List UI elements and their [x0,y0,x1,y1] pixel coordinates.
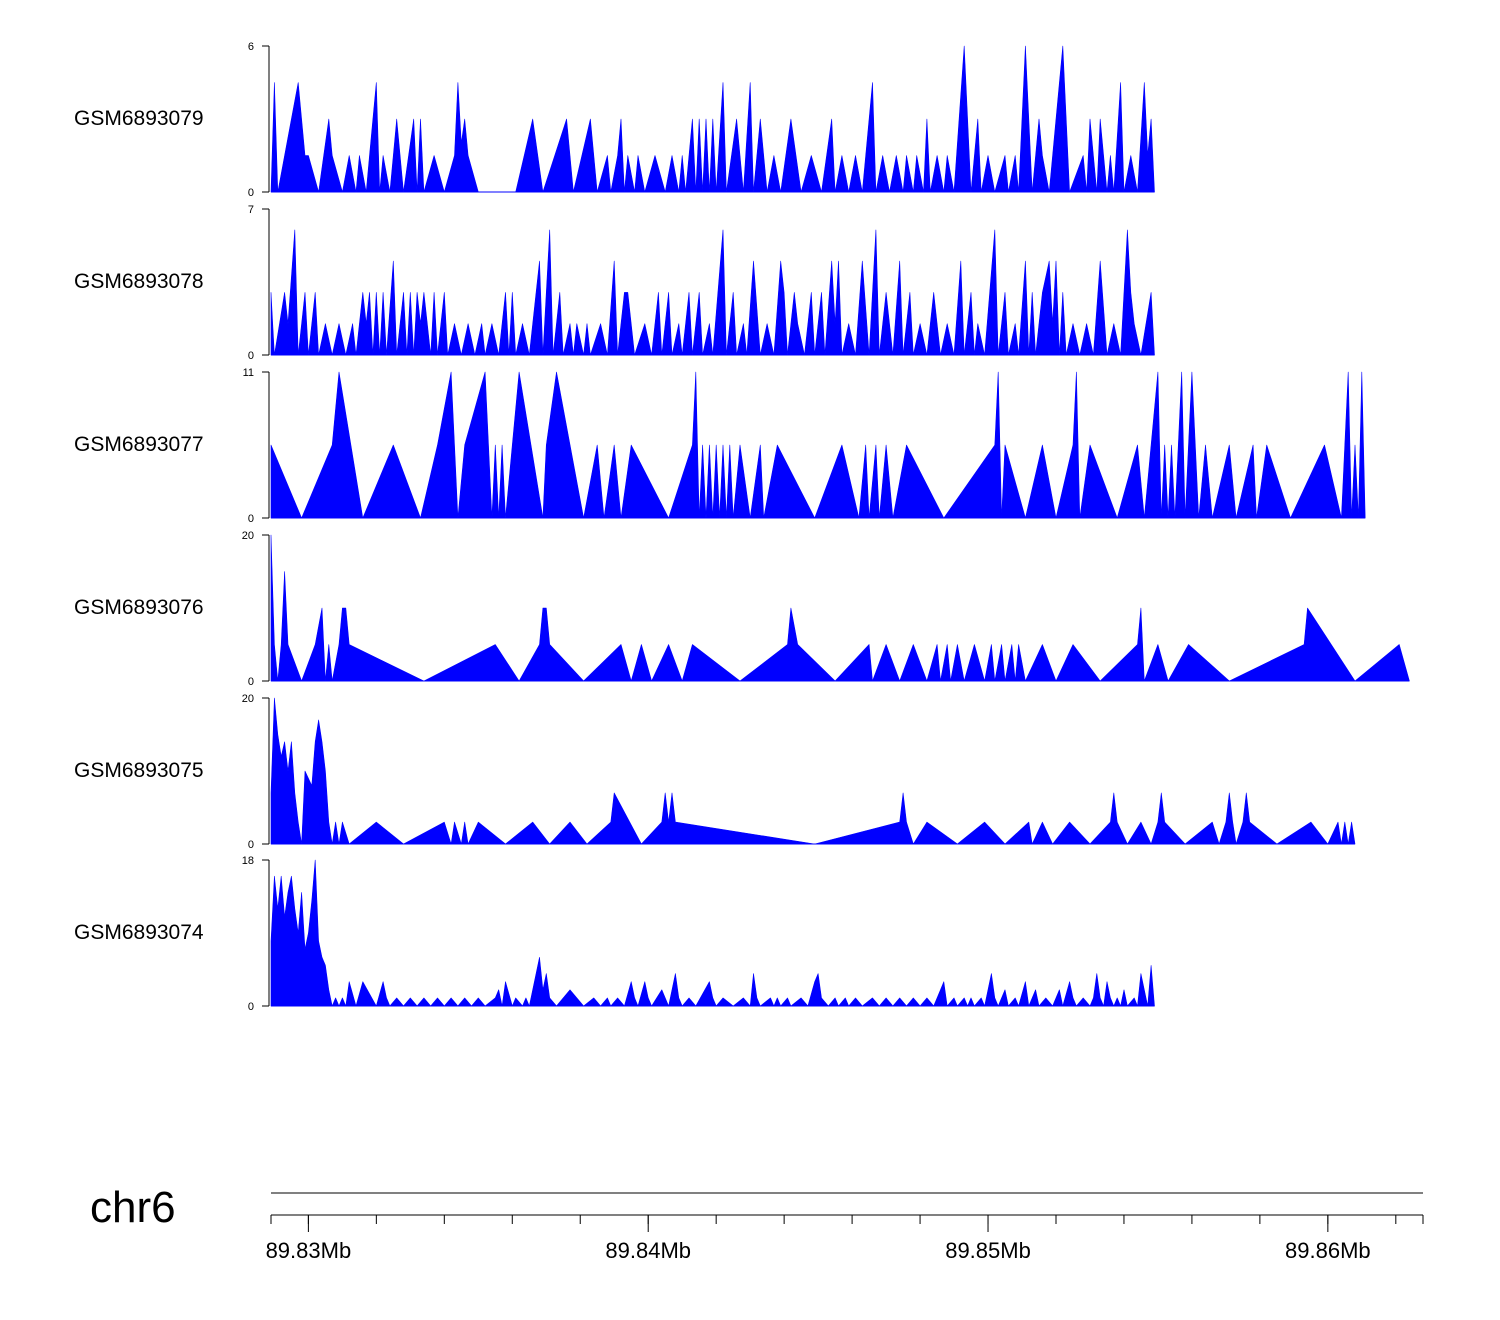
track-GSM6893077: GSM6893077 11 0 [74,367,1366,525]
y-tick-label-zero: 0 [248,513,254,525]
x-tick-label: 89.83Mb [266,1238,352,1263]
coverage-area [270,229,1155,356]
track-GSM6893076: GSM6893076 20 0 [74,530,1410,688]
chromosome-label: chr6 [90,1183,176,1232]
y-tick-label-max: 11 [243,367,254,379]
track-GSM6893074: GSM6893074 18 0 [74,855,1155,1013]
y-tick-label-max: 7 [248,204,254,216]
y-tick-label-max: 6 [248,41,254,53]
track-GSM6893078: GSM6893078 7 0 [74,204,1155,362]
track-label: GSM6893076 [74,596,204,619]
coverage-area [270,534,1410,682]
x-tick-label: 89.84Mb [605,1238,691,1263]
x-tick-label: 89.86Mb [1285,1238,1371,1263]
genome-axis: chr6 89.83Mb 89.84Mb 89.85Mb 89.86Mb [90,1183,1424,1263]
y-tick-label-max: 18 [242,855,254,867]
track-label: GSM6893078 [74,270,204,293]
x-tick-label: 89.85Mb [945,1238,1031,1263]
y-tick-label-zero: 0 [248,350,254,362]
track-label: GSM6893075 [74,759,204,782]
track-GSM6893079: GSM6893079 6 0 [74,41,1155,199]
coverage-area [270,697,1356,845]
track-label: GSM6893074 [74,921,204,944]
y-tick-label-zero: 0 [248,1001,254,1013]
y-tick-label-zero: 0 [248,839,254,851]
y-tick-label-zero: 0 [248,187,254,199]
y-tick-label-max: 20 [242,693,254,705]
track-label: GSM6893077 [74,433,204,456]
track-label: GSM6893079 [74,107,204,130]
tracks-layer: GSM689307960GSM689307870GSM6893077110GSM… [74,41,1410,1013]
coverage-area [270,859,1155,1007]
track-GSM6893075: GSM6893075 20 0 [74,693,1356,851]
y-tick-label-zero: 0 [248,676,254,688]
x-ticks: 89.83Mb 89.84Mb 89.85Mb 89.86Mb [266,1215,1424,1263]
y-tick-label-max: 20 [242,530,254,542]
coverage-area [270,45,1155,193]
coverage-area [270,371,1366,519]
